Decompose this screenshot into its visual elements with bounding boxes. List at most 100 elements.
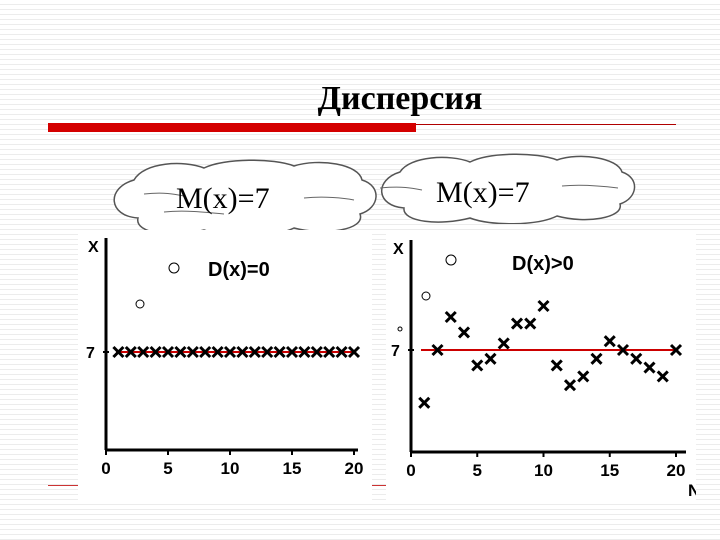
x-tick-label: 0 — [406, 461, 415, 480]
x-tick-label: 15 — [600, 461, 619, 480]
data-point-stroke — [261, 345, 274, 359]
data-point — [298, 345, 311, 359]
data-point-stroke — [418, 396, 431, 409]
annotation-bullet — [135, 299, 145, 309]
x-tick-label: 5 — [163, 459, 172, 478]
data-point-stroke — [298, 345, 311, 359]
data-point — [310, 345, 323, 359]
data-point — [124, 345, 137, 359]
annotation-bullet — [168, 262, 180, 274]
data-point-stroke — [484, 352, 497, 365]
x-tick-label: 5 — [473, 461, 482, 480]
footer-line — [48, 485, 78, 486]
data-point — [444, 310, 457, 324]
data-point — [273, 345, 286, 359]
data-point-stroke — [335, 345, 348, 359]
data-point — [590, 352, 603, 365]
x-tick-label: 10 — [534, 461, 553, 480]
y-axis-label: X — [88, 239, 99, 256]
data-point — [323, 345, 336, 359]
data-point-stroke — [285, 345, 299, 359]
data-point — [577, 370, 590, 383]
annotation-bullet — [445, 254, 457, 266]
footer-line-right — [372, 485, 386, 486]
data-point-stroke — [630, 352, 643, 365]
data-point-stroke — [656, 370, 669, 383]
data-point-stroke — [124, 345, 137, 359]
data-point — [643, 361, 656, 374]
data-point — [418, 396, 431, 409]
data-point — [199, 345, 212, 359]
x-axis-label: N — [688, 481, 696, 500]
annotation-label: D(x)>0 — [512, 253, 574, 275]
right-chart: X 7 0 5 10 15 20N D(x)>0 — [391, 240, 700, 500]
title-accent-bar — [48, 123, 416, 132]
annotation-bullet — [421, 291, 431, 301]
data-point — [431, 343, 444, 357]
data-point-stroke — [603, 335, 616, 348]
data-point — [174, 345, 187, 359]
data-point-stroke — [537, 299, 550, 313]
data-point — [161, 345, 175, 359]
right-cloud-shape — [379, 153, 636, 224]
data-point-stroke — [444, 310, 457, 324]
data-point-stroke — [112, 345, 125, 359]
data-point-stroke — [174, 345, 187, 359]
data-point-stroke — [347, 345, 361, 359]
data-point-stroke — [643, 361, 656, 374]
data-point-stroke — [161, 345, 175, 359]
data-point-stroke — [149, 345, 162, 359]
data-point — [211, 345, 224, 359]
data-point-stroke — [510, 317, 524, 330]
x-tick-label: 15 — [283, 459, 302, 478]
left-chart-panel: X 7 0 5 10 15 20 D(x)=0 — [78, 230, 372, 502]
data-point — [656, 370, 669, 383]
data-point — [261, 345, 274, 359]
data-point — [248, 345, 261, 359]
annotation-label: D(x)=0 — [208, 259, 270, 281]
data-point — [537, 299, 550, 313]
data-point-stroke — [211, 345, 224, 359]
left-chart: X 7 0 5 10 15 20 D(x)=0 — [86, 238, 364, 478]
data-point-stroke — [199, 345, 212, 359]
data-point — [497, 337, 510, 350]
data-point-stroke — [550, 359, 563, 372]
data-point — [603, 335, 616, 348]
right-cloud-label: M(x)=7 — [436, 176, 530, 209]
data-point-stroke — [497, 337, 510, 350]
data-point — [149, 345, 162, 359]
data-point-stroke — [137, 345, 150, 359]
data-point — [137, 345, 150, 359]
x-tick-label: 0 — [101, 459, 110, 478]
data-point — [335, 345, 348, 359]
data-point-stroke — [273, 345, 286, 359]
data-point — [347, 345, 361, 359]
right-chart-panel: X 7 0 5 10 15 20 N D(x)>0 — [386, 232, 700, 504]
data-point — [223, 345, 237, 359]
data-point — [285, 345, 299, 359]
left-cloud-shape — [113, 159, 377, 236]
data-point — [484, 352, 497, 365]
data-point-stroke — [236, 345, 249, 359]
x-tick-label: 10 — [221, 459, 240, 478]
data-point-stroke — [577, 370, 590, 383]
data-point — [550, 359, 563, 372]
data-point — [524, 317, 537, 330]
data-point-stroke — [563, 379, 577, 392]
data-point — [510, 317, 524, 330]
slide-title: Дисперсия — [317, 80, 483, 117]
y-tick-label: 7 — [86, 345, 95, 362]
left-cloud-label: M(x)=7 — [176, 182, 270, 215]
data-point-stroke — [323, 345, 336, 359]
data-point — [112, 345, 125, 359]
data-point-stroke — [431, 343, 444, 357]
data-point-stroke — [616, 343, 630, 357]
data-point-stroke — [223, 345, 237, 359]
data-point — [186, 345, 199, 359]
data-point-stroke — [524, 317, 537, 330]
data-point — [236, 345, 249, 359]
data-point-stroke — [471, 359, 484, 372]
title-accent-line — [416, 124, 676, 125]
x-tick-label: 20 — [345, 459, 364, 478]
data-point-stroke — [310, 345, 323, 359]
